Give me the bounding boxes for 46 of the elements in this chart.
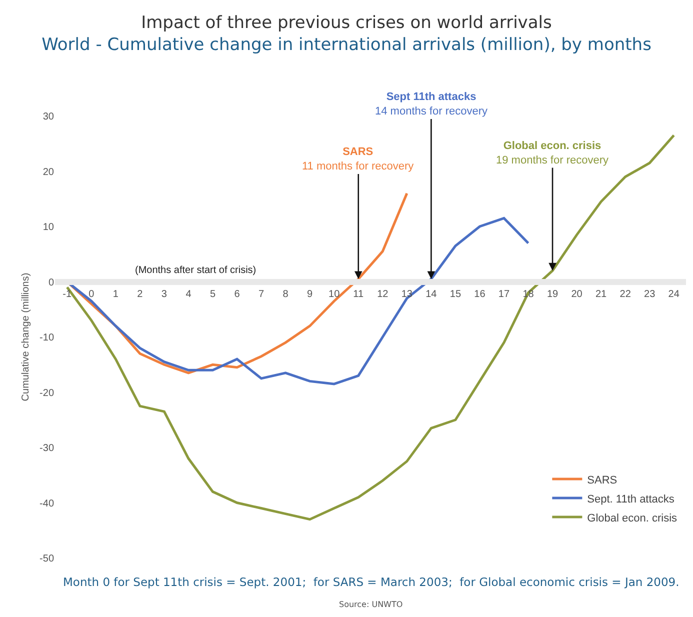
x-tick-label: 17 xyxy=(498,288,510,300)
x-tick-label: 22 xyxy=(620,288,632,300)
annotation: Global econ. crisis 19 months for recovery xyxy=(496,140,609,166)
x-tick-label: 10 xyxy=(328,288,340,300)
y-axis-title: Cumulative change (millions) xyxy=(20,272,32,402)
chart-title: Impact of three previous crises on world arrivals xyxy=(141,12,552,33)
legend-label: Global econ. crisis xyxy=(587,512,678,524)
x-tick-label: 20 xyxy=(571,288,583,300)
annotation: Sept 11th attacks 14 months for recovery xyxy=(375,91,488,118)
x-tick-label: 5 xyxy=(210,288,216,300)
x-tick-label: 21 xyxy=(595,288,608,300)
x-tick-label: 13 xyxy=(401,288,413,300)
y-tick-label: 30 xyxy=(42,112,54,122)
y-tick-label: -30 xyxy=(40,443,54,454)
x-tick-label: 3 xyxy=(161,288,168,300)
x-tick-label: 24 xyxy=(668,288,680,300)
source-note: Source: UNWTO xyxy=(339,600,403,609)
x-tick-label: 11 xyxy=(353,288,364,300)
legend-label: SARS xyxy=(587,474,618,486)
y-tick-label: 0 xyxy=(48,277,54,288)
y-tick-label: -50 xyxy=(40,554,54,564)
x-tick-label: 9 xyxy=(307,288,314,300)
x-axis-title: (Months after start of crisis) xyxy=(135,265,256,276)
x-tick-label: -1 xyxy=(62,288,72,300)
x-tick-label: 15 xyxy=(450,288,462,300)
x-tick-label: 16 xyxy=(474,288,486,300)
y-tick-label: -20 xyxy=(40,388,54,399)
x-tick-label: 6 xyxy=(234,288,240,300)
chart-subtitle: World - Cumulative change in international arrivals (million), by months xyxy=(42,34,652,55)
text: Month 0 for Sept 11th crisis = Sept. 2001; for SARS = March 2003; for Global economic crisis = Jan 2009. xyxy=(63,575,680,589)
x-tick-label: 23 xyxy=(644,288,656,300)
x-tick-label: 0 xyxy=(88,288,95,300)
y-tick-label: -40 xyxy=(40,498,54,510)
x-tick-label: 19 xyxy=(546,288,559,300)
x-tick-label: 8 xyxy=(282,288,289,300)
x-tick-label: 12 xyxy=(377,288,389,300)
x-tick-label: 2 xyxy=(137,288,144,300)
x-tick-label: 14 xyxy=(426,288,438,300)
y-tick-label: -10 xyxy=(40,332,54,344)
x-tick-label: 4 xyxy=(186,288,192,300)
annotation: SARS 11 months for recovery xyxy=(302,146,414,172)
y-tick-label: 20 xyxy=(42,166,54,178)
y-tick-label: 10 xyxy=(42,222,54,233)
x-tick-label: 1 xyxy=(112,288,119,300)
legend-label: Sept. 11th attacks xyxy=(587,493,675,506)
x-tick-label: 7 xyxy=(258,288,265,300)
